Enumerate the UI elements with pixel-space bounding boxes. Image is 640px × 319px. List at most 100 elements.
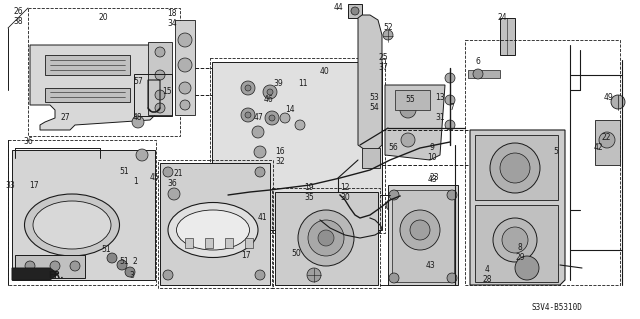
Polygon shape [385,85,445,160]
Text: 14: 14 [285,106,295,115]
Polygon shape [205,238,213,248]
Circle shape [351,7,359,15]
Text: 43: 43 [425,261,435,270]
Polygon shape [45,55,130,75]
Text: 24: 24 [497,13,507,23]
Text: 30: 30 [340,194,350,203]
Text: 18: 18 [167,10,177,19]
Text: 4: 4 [484,265,490,275]
Text: 40: 40 [319,68,329,77]
Polygon shape [245,238,253,248]
Polygon shape [148,42,172,115]
Text: 45: 45 [149,174,159,182]
Text: 16: 16 [275,147,285,157]
Text: 31: 31 [435,114,445,122]
Text: 25: 25 [378,54,388,63]
Circle shape [445,120,455,130]
Circle shape [254,146,266,158]
Text: 5: 5 [554,147,559,157]
Polygon shape [475,205,558,282]
Text: 3: 3 [129,271,134,279]
Circle shape [298,210,354,266]
Bar [28,8,180,136]
Text: 27: 27 [60,114,70,122]
Circle shape [241,81,255,95]
Circle shape [178,33,192,47]
Circle shape [263,85,277,99]
Text: 55: 55 [405,95,415,105]
Circle shape [473,69,483,79]
Text: 7: 7 [449,103,454,113]
Bar [210,58,385,233]
Text: 20: 20 [98,13,108,23]
Text: 11: 11 [298,79,308,88]
Bar [348,4,362,18]
Text: 23: 23 [429,174,439,182]
Text: 21: 21 [173,169,183,179]
Circle shape [383,30,393,40]
Circle shape [445,95,455,105]
Circle shape [179,82,191,94]
Circle shape [70,261,80,271]
Circle shape [490,143,540,193]
Polygon shape [160,163,270,285]
Text: 46: 46 [263,95,273,105]
Text: 49: 49 [603,93,613,102]
Circle shape [269,115,275,121]
Polygon shape [358,15,382,152]
Circle shape [295,120,305,130]
Circle shape [400,210,440,250]
Text: 51: 51 [119,167,129,176]
Text: 43: 43 [427,175,437,184]
Text: 44: 44 [333,4,343,12]
Circle shape [252,164,264,176]
Circle shape [168,188,180,200]
Polygon shape [275,192,378,285]
Text: 22: 22 [601,133,611,143]
Text: 28: 28 [483,276,492,285]
Text: 12: 12 [340,183,349,192]
Circle shape [155,47,165,57]
Circle shape [163,167,173,177]
Text: 56: 56 [388,144,398,152]
Text: 35: 35 [304,194,314,203]
Text: 26: 26 [13,8,23,17]
Text: 1: 1 [134,177,138,187]
Text: 48: 48 [132,114,142,122]
Circle shape [245,85,251,91]
Circle shape [163,270,173,280]
Text: 50: 50 [291,249,301,257]
Text: 17: 17 [29,181,39,189]
Circle shape [155,90,165,100]
Polygon shape [12,150,155,280]
Polygon shape [45,88,130,102]
Circle shape [280,113,290,123]
Circle shape [107,253,117,263]
Text: 39: 39 [273,79,283,88]
Text: 41: 41 [257,213,267,222]
Text: 19: 19 [304,183,314,192]
Text: 54: 54 [369,103,379,113]
Circle shape [265,111,279,125]
Text: 36: 36 [23,137,33,146]
Circle shape [252,126,264,138]
Circle shape [132,116,144,128]
Polygon shape [15,255,85,278]
Ellipse shape [24,194,120,256]
Circle shape [180,100,190,110]
Circle shape [502,227,528,253]
Bar [392,190,454,282]
Bar [388,185,458,285]
Circle shape [245,112,251,118]
Polygon shape [212,62,382,230]
Circle shape [136,149,148,161]
Circle shape [155,103,165,113]
Circle shape [400,102,416,118]
Circle shape [155,70,165,80]
Circle shape [178,58,192,72]
Circle shape [255,167,265,177]
Text: 36: 36 [167,180,177,189]
Circle shape [117,260,127,270]
Text: 15: 15 [162,87,172,97]
Polygon shape [595,120,620,165]
